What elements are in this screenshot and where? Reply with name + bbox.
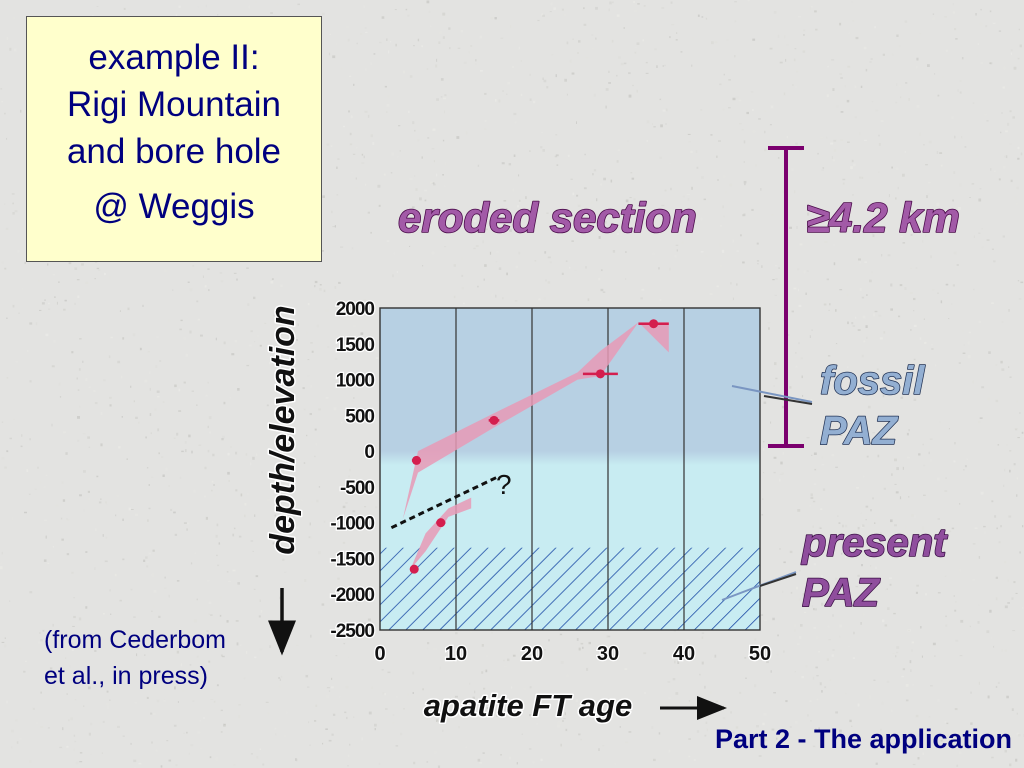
citation: (from Cederbom et al., in press)	[44, 626, 226, 691]
y-tick-label: 2000	[336, 299, 375, 320]
data-points	[409, 319, 669, 574]
data-point	[489, 415, 499, 425]
present-paz-label-1: present	[801, 521, 948, 565]
x-tick-label: 30	[597, 643, 619, 665]
plot-background	[380, 308, 760, 630]
y-tick-label: -2000	[330, 585, 374, 606]
y-tick-label: -1000	[330, 514, 374, 535]
data-point	[436, 518, 446, 528]
y-tick-label: -1500	[330, 549, 374, 570]
fossil-paz-pointer	[731, 385, 813, 405]
data-point	[411, 455, 421, 465]
y-tick-label: 0	[364, 442, 374, 463]
x-tick-label: 0	[374, 643, 385, 665]
x-tick-label: 40	[673, 643, 695, 665]
y-tick-label: 1500	[336, 335, 375, 356]
title-line-2: Rigi Mountain	[67, 84, 281, 124]
x-tick-labels: 0 10 20 30 40 50	[373, 642, 772, 667]
fossil-paz-label-1: fossil	[820, 359, 925, 403]
x-tick-label: 10	[445, 643, 467, 665]
plot-frame	[379, 307, 761, 631]
data-band-2	[410, 497, 472, 570]
present-paz-hatch	[380, 547, 760, 630]
y-tick-label: 1000	[336, 371, 375, 392]
eroded-thickness-label: ≥4.2 km	[806, 194, 960, 241]
y-axis-label: depth/elevation	[264, 305, 302, 554]
footer-text: Part 2 - The application	[714, 724, 1012, 754]
present-paz-label-2: PAZ	[802, 571, 881, 615]
title-line-4: @ Weggis	[93, 186, 255, 226]
data-point	[409, 564, 419, 574]
x-tick-label: 20	[521, 643, 543, 665]
title-line-1: example II:	[88, 38, 260, 77]
title-box: example II: Rigi Mountain and bore hole …	[26, 16, 322, 262]
title-line-3: and bore hole	[66, 131, 282, 171]
data-point	[595, 369, 605, 379]
fossil-paz-label-2: PAZ	[820, 409, 899, 453]
y-tick-label: -500	[340, 478, 374, 499]
x-axis-label: apatite FT age	[424, 688, 632, 723]
question-mark: ?	[496, 469, 512, 500]
present-paz-pointer	[721, 571, 797, 601]
y-tick-label: 500	[345, 406, 374, 427]
x-tick-label: 50	[749, 643, 771, 665]
eroded-section-label: eroded section	[398, 194, 697, 241]
y-tick-label: -2500	[330, 621, 374, 642]
data-point	[649, 319, 659, 329]
y-tick-labels: 2000 1500 1000 500 0 -500 -1000 -1500 -2000 -2500	[329, 298, 377, 644]
